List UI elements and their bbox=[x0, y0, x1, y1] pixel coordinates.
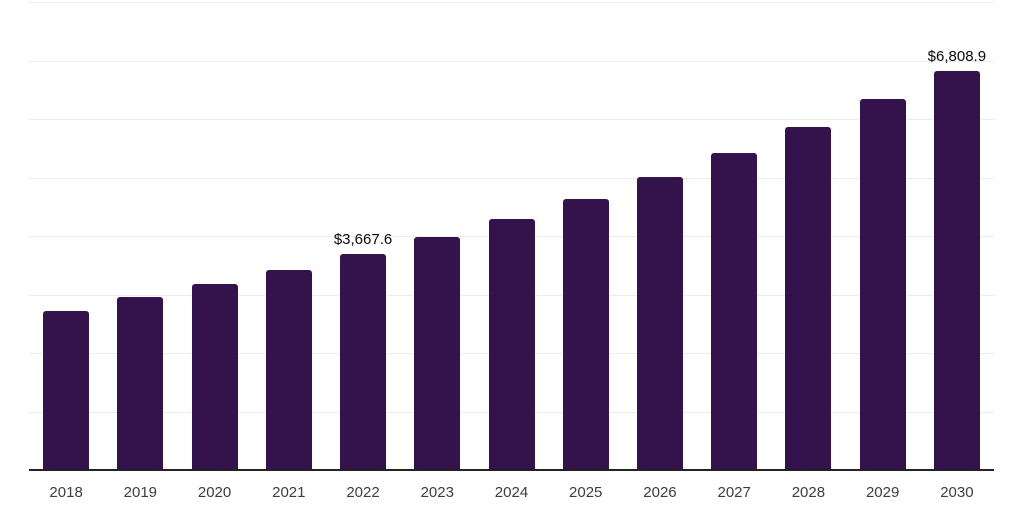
bar-2020 bbox=[191, 284, 238, 469]
bar-2028 bbox=[785, 127, 832, 469]
x-tick-label-2028: 2028 bbox=[791, 484, 826, 501]
x-tick-label-2029: 2029 bbox=[865, 484, 900, 501]
x-tick-label-2025: 2025 bbox=[569, 484, 603, 501]
x-tick-label-2030: 2030 bbox=[940, 484, 974, 501]
gridline-5000 bbox=[29, 177, 994, 179]
bar-2021 bbox=[265, 270, 312, 469]
bar-2023 bbox=[414, 237, 461, 469]
x-tick-label-2022: 2022 bbox=[346, 484, 380, 501]
x-axis-line bbox=[29, 469, 994, 471]
x-tick-label-2027: 2027 bbox=[717, 484, 751, 501]
bar-2022 bbox=[340, 254, 387, 469]
bar-2026 bbox=[636, 177, 683, 469]
gridline-8000 bbox=[29, 2, 994, 3]
x-tick-label-2023: 2023 bbox=[420, 484, 454, 501]
x-tick-label-2024: 2024 bbox=[494, 484, 529, 501]
bar-2024 bbox=[488, 218, 535, 469]
plot-area: $3,667.6 $6,808.9 bbox=[29, 2, 994, 471]
x-axis: 2018 2019 2020 2021 2022 2023 2024 2025 2026 2027… bbox=[29, 484, 994, 506]
bar-value-label-2030: $6,808.9 bbox=[927, 47, 987, 65]
bar-2027 bbox=[711, 153, 758, 469]
bar-2025 bbox=[562, 198, 609, 469]
bar-2019 bbox=[117, 297, 164, 469]
x-tick-label-2019: 2019 bbox=[123, 484, 158, 501]
x-tick-label-2018: 2018 bbox=[49, 484, 83, 501]
bar-2030 bbox=[933, 70, 980, 469]
bar-2018 bbox=[43, 311, 90, 469]
x-tick-label-2020: 2020 bbox=[197, 484, 232, 501]
x-tick-label-2026: 2026 bbox=[643, 484, 677, 501]
gridline-6000 bbox=[29, 119, 994, 120]
bar-value-label-2022: $3,667.6 bbox=[333, 231, 393, 249]
x-tick-label-2021: 2021 bbox=[272, 484, 306, 501]
bar-2029 bbox=[859, 99, 906, 469]
gridline-7000 bbox=[29, 60, 994, 62]
